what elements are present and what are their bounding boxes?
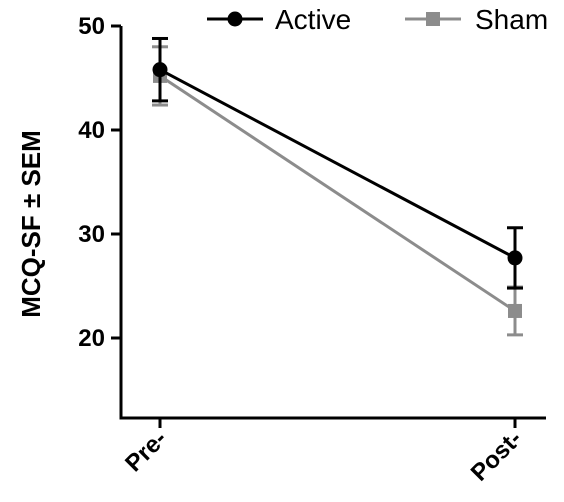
legend-item-active: Active — [207, 4, 351, 35]
legend-marker — [426, 12, 440, 26]
data-point — [508, 303, 522, 318]
legend-label: Sham — [475, 4, 548, 35]
y-tick-label: 50 — [78, 13, 105, 40]
series-line — [159, 68, 516, 260]
data-point — [152, 62, 168, 78]
y-tick-label: 20 — [78, 325, 105, 352]
y-axis-label: MCQ-SF ± SEM — [16, 130, 46, 318]
axes: 20 30 40 50 Pre- Post- — [78, 13, 546, 487]
legend-item-sham: Sham — [405, 4, 548, 35]
legend-label: Active — [275, 4, 351, 35]
data-point — [507, 250, 523, 266]
series-active — [152, 36, 523, 290]
y-tick-label: 30 — [78, 221, 105, 248]
series-line — [159, 74, 516, 313]
legend-marker — [227, 11, 243, 27]
series-sham — [152, 45, 523, 337]
legend: Active Sham — [207, 4, 548, 35]
x-tick-label: Pre- — [120, 425, 172, 477]
x-tick-label: Post- — [466, 425, 528, 487]
y-tick-label: 40 — [78, 117, 105, 144]
series-layer — [152, 36, 523, 337]
